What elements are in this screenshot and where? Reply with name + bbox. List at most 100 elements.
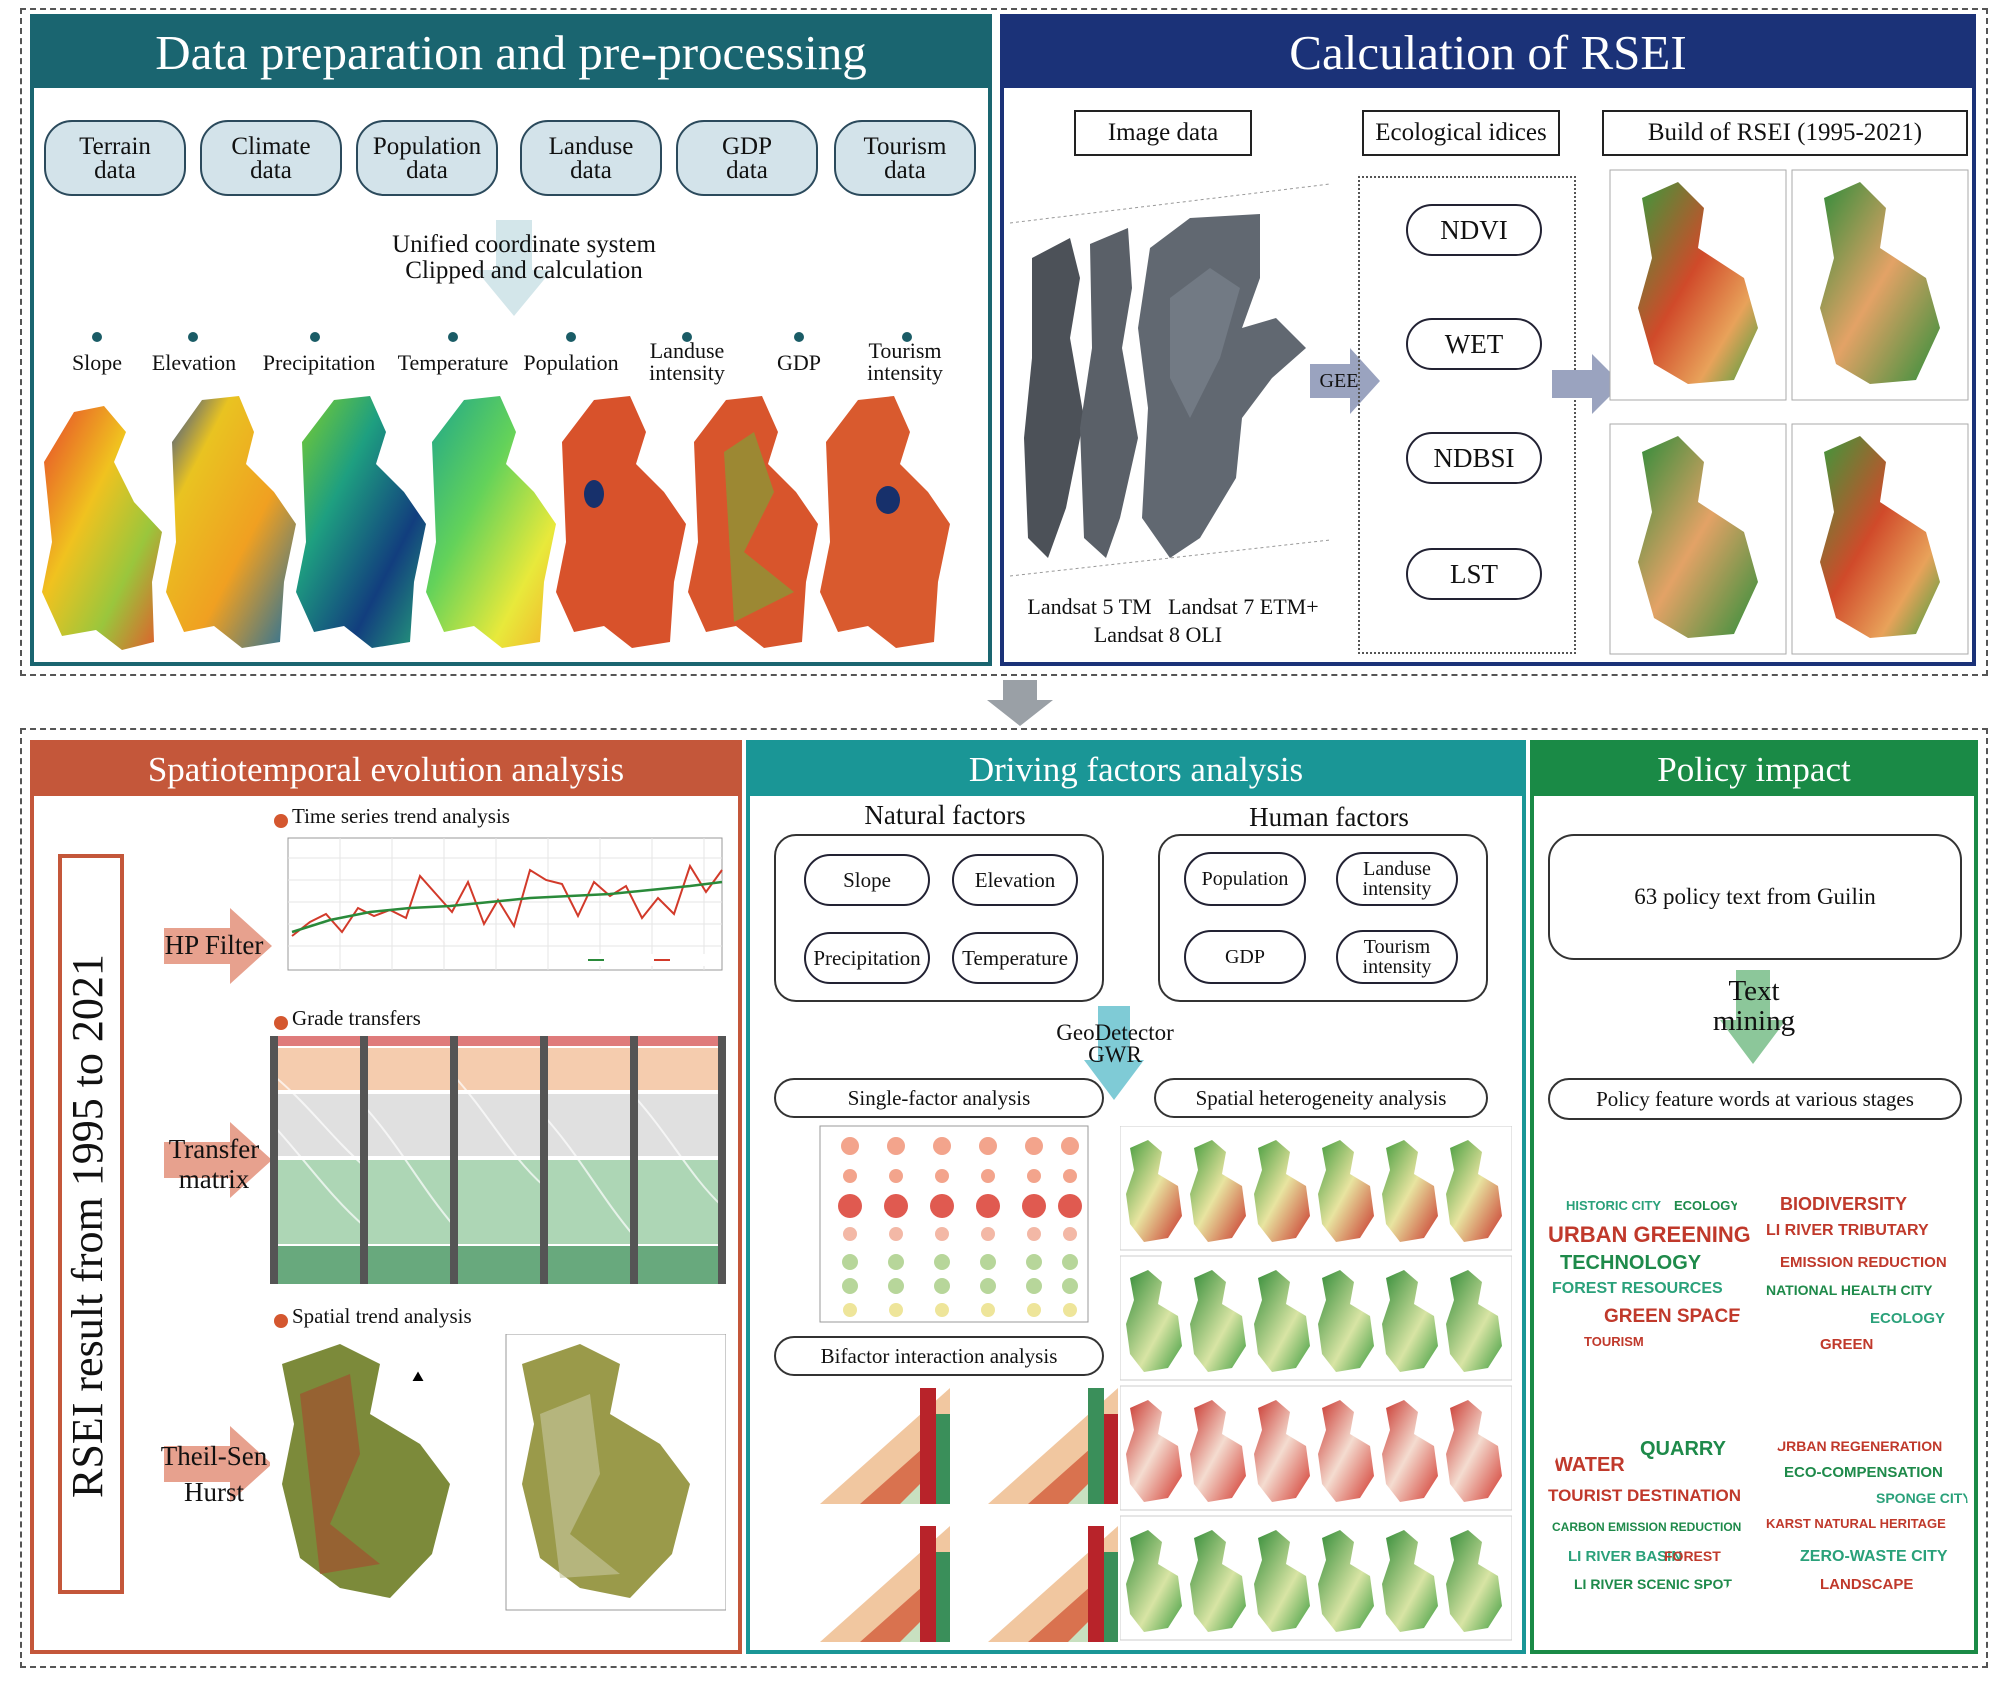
time-series-title: Time series trend analysis (292, 804, 510, 828)
precipitation-map (296, 396, 426, 648)
spatial-trend-bullet (274, 1314, 288, 1328)
svg-text:⯅: ⯅ (410, 1367, 426, 1389)
landuse-data-pill: Landuse data (520, 120, 662, 196)
gdp-data-pill: GDP data (676, 120, 818, 196)
transfer-matrix-label: Transfer matrix (168, 1134, 260, 1194)
top-section-frame (20, 8, 1988, 676)
tourism-data-pill: Tourism data (834, 120, 976, 196)
policy-impact-header: Policy impact (1534, 744, 1974, 796)
spatial-heterogeneity-maps (1120, 1126, 1512, 1641)
variable-label-precipitation: Precipitation (262, 350, 376, 375)
spatiotemporal-panel: Spatiotemporal evolution analysis RSEI r… (30, 740, 742, 1654)
indices-box (1358, 176, 1576, 654)
landsat-image-stack (1010, 183, 1331, 577)
grade-transfers-bullet (274, 1016, 288, 1030)
cloud-word: CARBON EMISSION REDUCTION (1552, 1520, 1742, 1534)
cloud-word: ECOLOGY (1674, 1198, 1740, 1213)
processing-arrow (476, 220, 552, 316)
cloud-word: BIODIVERSITY (1780, 1194, 1908, 1214)
cloud-word: TECHNOLOGY (1560, 1252, 1702, 1274)
hp-filter-arrow (164, 908, 272, 984)
policy-feature-label: Policy feature words at various stages (1548, 1078, 1962, 1120)
word-cloud-stage-3: WATER QUARRY TOURIST DESTINATION CARBON … (1544, 1398, 1752, 1628)
build-arrow (1552, 354, 1622, 414)
natural-factors-label: Natural factors (864, 800, 1026, 830)
temperature-map (426, 396, 556, 648)
spatiotemporal-title: Spatiotemporal evolution analysis (147, 750, 625, 789)
cloud-word: URBAN REGENERATION (1776, 1438, 1943, 1454)
geodetector-arrow (1084, 1006, 1144, 1100)
variable-dot (188, 332, 198, 342)
ecological-indices-label: Ecological idices (1362, 110, 1560, 156)
variable-label-elevation: Elevation (151, 350, 237, 375)
variable-label-temperature: Temperature (397, 350, 509, 375)
spatiotemporal-header: Spatiotemporal evolution analysis (34, 744, 738, 796)
cloud-word: KARST NATURAL HERITAGE (1766, 1516, 1946, 1531)
cloud-word: ZERO-WASTE CITY (1800, 1548, 1948, 1565)
driving-factors-title: Driving factors analysis (968, 750, 1304, 789)
human-factor-gdp: GDP (1184, 930, 1306, 984)
cloud-word: LI RIVER BASIN (1568, 1548, 1683, 1565)
section-flow-arrow (987, 680, 1053, 726)
word-cloud-stage-4: URBAN REGENERATION ECO-COMPENSATION SPON… (1760, 1398, 1968, 1628)
variable-label-tourism: Tourism intensity (867, 338, 943, 385)
text-mining-arrow (1720, 970, 1786, 1064)
variable-dot (448, 332, 458, 342)
cloud-word: LI RIVER SCENIC SPOT (1574, 1576, 1732, 1592)
policy-impact-panel: Policy impact 63 policy text from Guilin… (1530, 740, 1978, 1654)
time-series-chart (287, 837, 723, 971)
variable-dot (92, 332, 102, 342)
image-data-label: Image data (1074, 110, 1252, 156)
cloud-word: FOREST (1664, 1548, 1721, 1564)
processing-line-2: Clipped and calculation (405, 257, 643, 284)
policy-source-box: 63 policy text from Guilin (1548, 834, 1962, 960)
human-factors-label: Human factors (1249, 802, 1409, 832)
rsei-title: Calculation of RSEI (1289, 25, 1687, 80)
build-rsei-label: Build of RSEI (1995-2021) (1602, 110, 1968, 156)
spatial-heterogeneity-label: Spatial heterogeneity analysis (1154, 1078, 1488, 1118)
cloud-word: ECO-COMPENSATION (1784, 1464, 1943, 1481)
natural-factor-slope: Slope (804, 854, 930, 906)
variable-maps (42, 396, 950, 650)
driving-factors-panel: Driving factors analysis Natural factors… (746, 740, 1526, 1654)
grade-transfer-sankey (270, 1036, 726, 1284)
landsat-sensors-line-1: Landsat 5 TM Landsat 7 ETM+ (1027, 594, 1319, 619)
human-factor-population: Population (1184, 852, 1306, 906)
elevation-map (166, 396, 296, 648)
word-cloud-stage-1: URBAN GREENING TECHNOLOGY FOREST RESOURC… (1544, 1148, 1752, 1378)
cloud-word: EMISSION REDUCTION (1780, 1254, 1947, 1271)
natural-factor-temperature: Temperature (952, 932, 1078, 984)
variable-dot (310, 332, 320, 342)
spatial-trend-maps: ⯅ (270, 1334, 726, 1611)
rsei-header: Calculation of RSEI (1004, 18, 1972, 88)
cloud-word: QUARRY (1640, 1438, 1726, 1460)
rsei-calculation-panel: Calculation of RSEI Image data Ecologica… (1000, 14, 1976, 666)
human-factor-landuse: Landuse intensity (1336, 852, 1458, 906)
population-data-pill: Population data (356, 120, 498, 196)
theil-sen-arrow (164, 1426, 272, 1502)
rsei-result-label: RSEI result from 1995 to 2021 (63, 954, 112, 1498)
ndbsi-index: NDBSI (1406, 432, 1542, 484)
data-preparation-panel: Data preparation and pre-processing Terr… (30, 14, 992, 666)
human-factor-tourism: Tourism intensity (1336, 930, 1458, 984)
bifactor-matrices (820, 1386, 1118, 1642)
cloud-word: WATER (1554, 1454, 1625, 1476)
variable-label-gdp: GDP (776, 350, 821, 375)
rsei-maps (1609, 169, 1969, 655)
cloud-word: FOREST RESOURCES (1552, 1280, 1723, 1297)
cloud-word: LI RIVER TRIBUTARY (1766, 1222, 1929, 1239)
population-map (556, 396, 686, 648)
bifactor-label: Bifactor interaction analysis (774, 1336, 1104, 1376)
spatial-trend-title: Spatial trend analysis (292, 1304, 472, 1328)
ndvi-index: NDVI (1406, 204, 1542, 256)
variable-label-population: Population (523, 350, 619, 375)
cloud-word: NATIONAL HEALTH CITY (1766, 1282, 1933, 1298)
cloud-word: SPONGE CITY (1876, 1490, 1968, 1506)
natural-factors-box (774, 834, 1104, 1002)
theil-sen-label: Theil-Sen Hurst (160, 1441, 268, 1507)
landsat-sensors-line-2: Landsat 8 OLI (1093, 622, 1223, 647)
single-factor-label: Single-factor analysis (774, 1078, 1104, 1118)
grade-transfers-title: Grade transfers (292, 1006, 421, 1030)
terrain-data-pill: Terrain data (44, 120, 186, 196)
bottom-section-frame (20, 728, 1988, 1668)
